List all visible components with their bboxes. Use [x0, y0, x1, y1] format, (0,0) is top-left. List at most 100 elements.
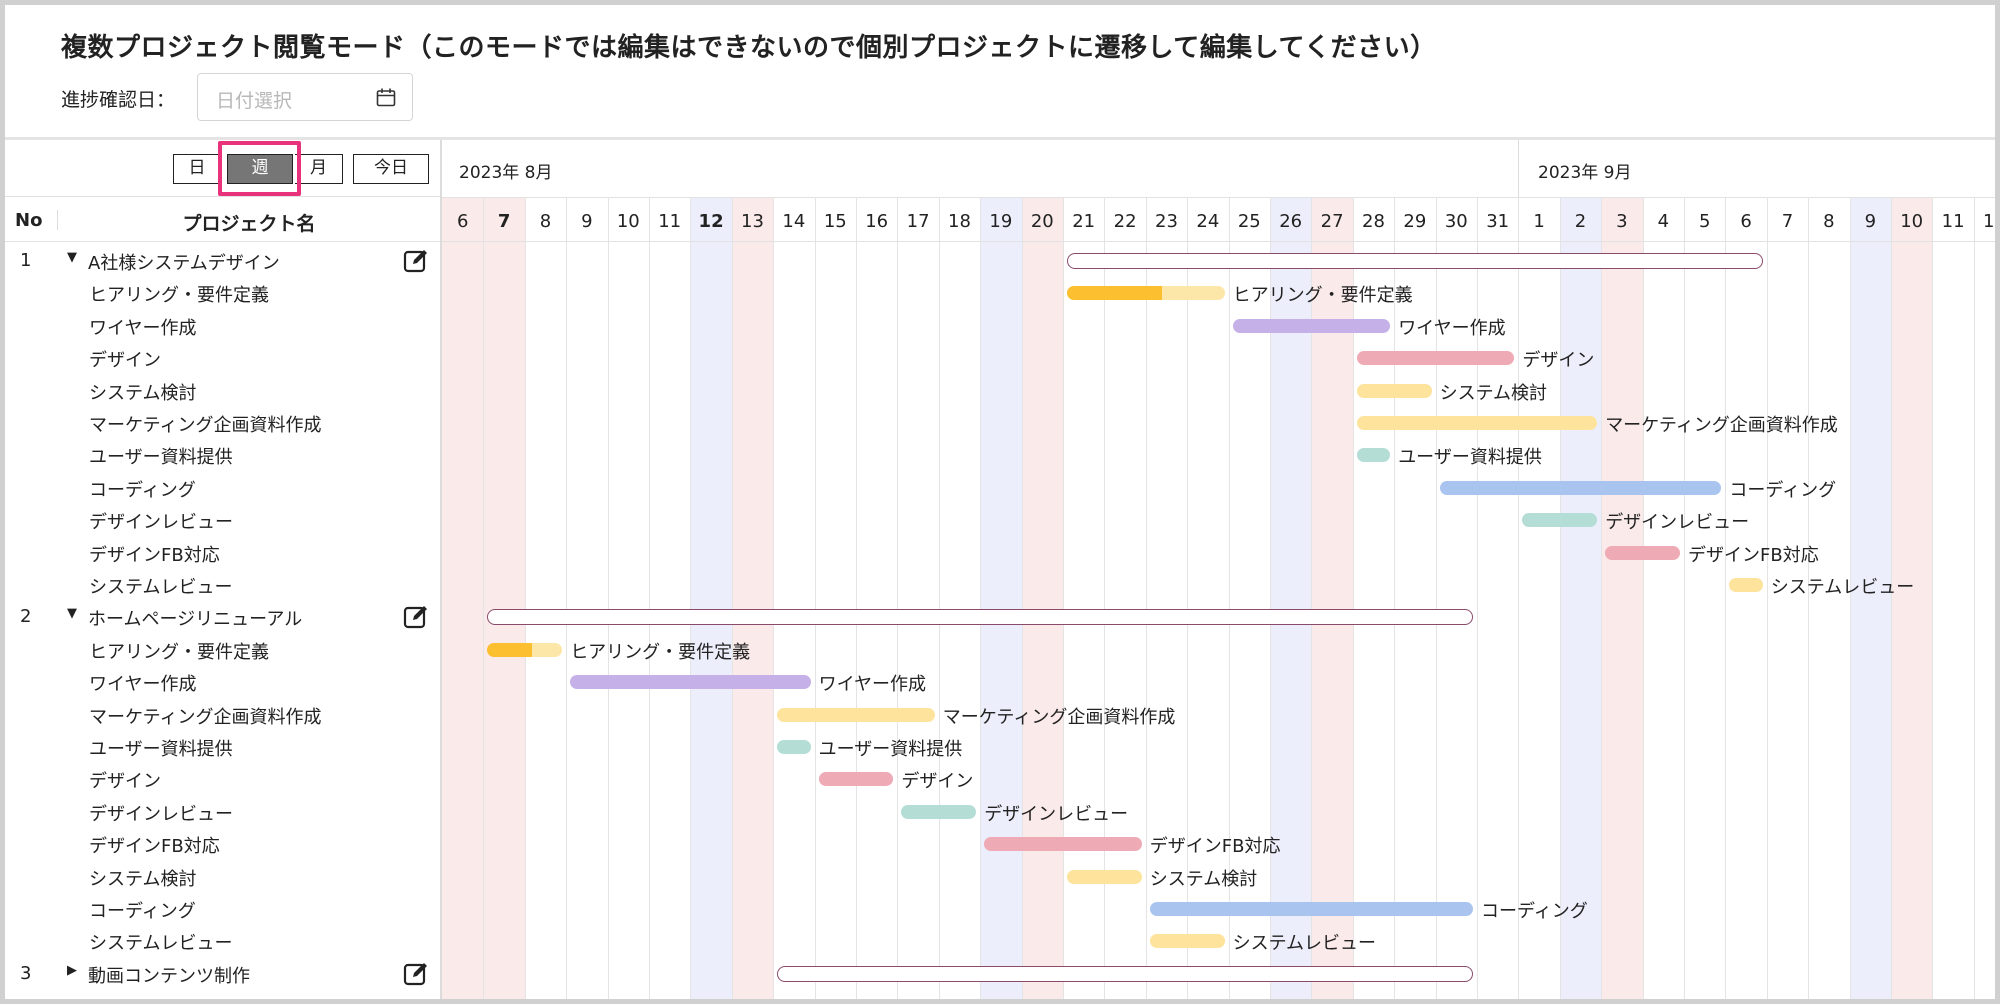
- day-number: 10: [616, 211, 640, 232]
- day-number: 27: [1320, 211, 1344, 232]
- month-label-aug: 2023年 8月: [459, 163, 553, 183]
- sunday-column: [442, 197, 484, 999]
- day-gridline: [1477, 197, 1478, 999]
- task-bar[interactable]: [1522, 513, 1598, 528]
- day-row-bottom-border: [442, 241, 1995, 242]
- edit-icon[interactable]: [403, 961, 429, 987]
- caret-right-icon[interactable]: ▶: [67, 962, 77, 978]
- task-bar[interactable]: [818, 772, 894, 787]
- task-bar[interactable]: [570, 675, 811, 690]
- task-bar[interactable]: [1439, 480, 1722, 495]
- task-row[interactable]: システムレビュー: [5, 569, 441, 601]
- task-bar[interactable]: [777, 740, 811, 754]
- day-number: 7: [497, 211, 511, 232]
- day-number: 10: [1900, 211, 1924, 232]
- task-bar[interactable]: [1356, 448, 1391, 463]
- task-name: ワイヤー作成: [89, 674, 197, 696]
- task-row[interactable]: コーディング: [5, 472, 441, 504]
- task-bar[interactable]: [1605, 545, 1680, 560]
- project-summary-bar[interactable]: [777, 965, 1473, 982]
- week-view-button[interactable]: 週: [227, 154, 293, 184]
- task-row[interactable]: デザインFB対応: [5, 828, 441, 860]
- date-picker[interactable]: 日付選択: [197, 73, 413, 121]
- task-bar-label: システム検討: [1149, 868, 1258, 890]
- task-row[interactable]: コーディング: [5, 893, 441, 925]
- pane-divider[interactable]: [440, 140, 442, 999]
- task-row[interactable]: ワイヤー作成: [5, 310, 441, 342]
- task-row[interactable]: デザイン: [5, 763, 441, 795]
- caret-down-icon[interactable]: ▼: [67, 606, 77, 622]
- project-name[interactable]: ホームページリニューアル: [88, 609, 303, 631]
- project-row[interactable]: 2 ▼ ホームページリニューアル: [5, 601, 441, 633]
- edit-icon[interactable]: [403, 604, 429, 630]
- task-bar[interactable]: [1149, 934, 1225, 949]
- task-row[interactable]: マーケティング企画資料作成: [5, 407, 441, 439]
- day-number: 25: [1237, 211, 1261, 232]
- project-row[interactable]: 1 ▼ A社様システムデザイン: [5, 245, 441, 277]
- month-view-button[interactable]: 月: [295, 154, 343, 184]
- task-row[interactable]: ユーザー資料提供: [5, 439, 441, 471]
- project-name[interactable]: A社様システムデザイン: [88, 253, 280, 274]
- task-row[interactable]: ヒアリング・要件定義: [5, 277, 441, 309]
- task-row[interactable]: ワイヤー作成: [5, 666, 441, 698]
- task-bar[interactable]: [1232, 318, 1391, 333]
- sunday-column: [1021, 197, 1063, 999]
- task-bar[interactable]: [487, 642, 563, 657]
- sunday-column: [1311, 197, 1353, 999]
- task-row[interactable]: デザインレビュー: [5, 796, 441, 828]
- saturday-column: [1270, 197, 1312, 999]
- task-row[interactable]: ヒアリング・要件定義: [5, 634, 441, 666]
- task-row[interactable]: デザインレビュー: [5, 504, 441, 536]
- today-button[interactable]: 今日: [353, 154, 429, 184]
- date-filter-label: 進捗確認日：: [61, 89, 176, 111]
- task-bar[interactable]: [1356, 383, 1432, 398]
- task-bar[interactable]: [1067, 286, 1225, 301]
- task-bar[interactable]: [777, 707, 935, 722]
- day-number: 5: [1698, 211, 1711, 232]
- task-row[interactable]: システム検討: [5, 375, 441, 407]
- sunday-column: [1891, 197, 1933, 999]
- project-row[interactable]: 3 ▶ 動画コンテンツ制作: [5, 958, 441, 990]
- day-number: 11: [1941, 211, 1965, 232]
- day-gridline: [566, 197, 568, 999]
- caret-down-icon[interactable]: ▼: [67, 250, 77, 265]
- task-row[interactable]: マーケティング企画資料作成: [5, 699, 441, 731]
- day-number: 31: [1486, 211, 1510, 232]
- task-bar[interactable]: [984, 837, 1142, 852]
- task-bar-label: システムレビュー: [1232, 933, 1377, 955]
- task-bar[interactable]: [1729, 578, 1763, 592]
- task-name: システムレビュー: [89, 577, 233, 598]
- day-gridline: [731, 197, 733, 999]
- task-row[interactable]: システム検討: [5, 861, 441, 893]
- task-name: マーケティング企画資料作成: [89, 415, 322, 436]
- sunday-column: [483, 197, 525, 999]
- task-row[interactable]: デザイン: [5, 342, 441, 374]
- day-gridline: [1559, 197, 1561, 999]
- day-gridline: [649, 197, 650, 999]
- task-row[interactable]: デザインFB対応: [5, 537, 441, 569]
- task-bar-label: システム検討: [1439, 382, 1548, 404]
- task-row[interactable]: ユーザー資料提供: [5, 731, 441, 763]
- task-row[interactable]: システムレビュー: [5, 925, 441, 957]
- project-summary-bar[interactable]: [487, 609, 1473, 626]
- saturday-column: [980, 197, 1022, 999]
- day-gridline: [938, 197, 940, 999]
- task-bar-label: マーケティング企画資料作成: [942, 706, 1176, 728]
- gantt-chart: 2023年 8月 2023年 9月 6 7 8 9 10 11 12 13 14 15 16 17 18…: [442, 140, 1995, 999]
- day-view-button[interactable]: 日: [173, 154, 221, 184]
- task-bar[interactable]: [901, 804, 977, 819]
- task-bar[interactable]: [1356, 416, 1598, 430]
- day-gridline: [1394, 197, 1396, 999]
- task-name: コーディング: [89, 901, 196, 922]
- task-name: デザインレビュー: [89, 512, 233, 534]
- project-summary-bar[interactable]: [1067, 253, 1763, 269]
- task-bar[interactable]: [1067, 869, 1142, 884]
- project-name[interactable]: 動画コンテンツ制作: [88, 965, 250, 987]
- edit-icon[interactable]: [403, 248, 429, 274]
- day-number: 20: [1030, 211, 1054, 232]
- day-gridline: [1311, 197, 1313, 999]
- task-bar[interactable]: [1149, 902, 1473, 916]
- task-name: デザイン: [89, 350, 161, 372]
- task-bar[interactable]: [1356, 351, 1515, 366]
- day-gridline: [1021, 197, 1023, 999]
